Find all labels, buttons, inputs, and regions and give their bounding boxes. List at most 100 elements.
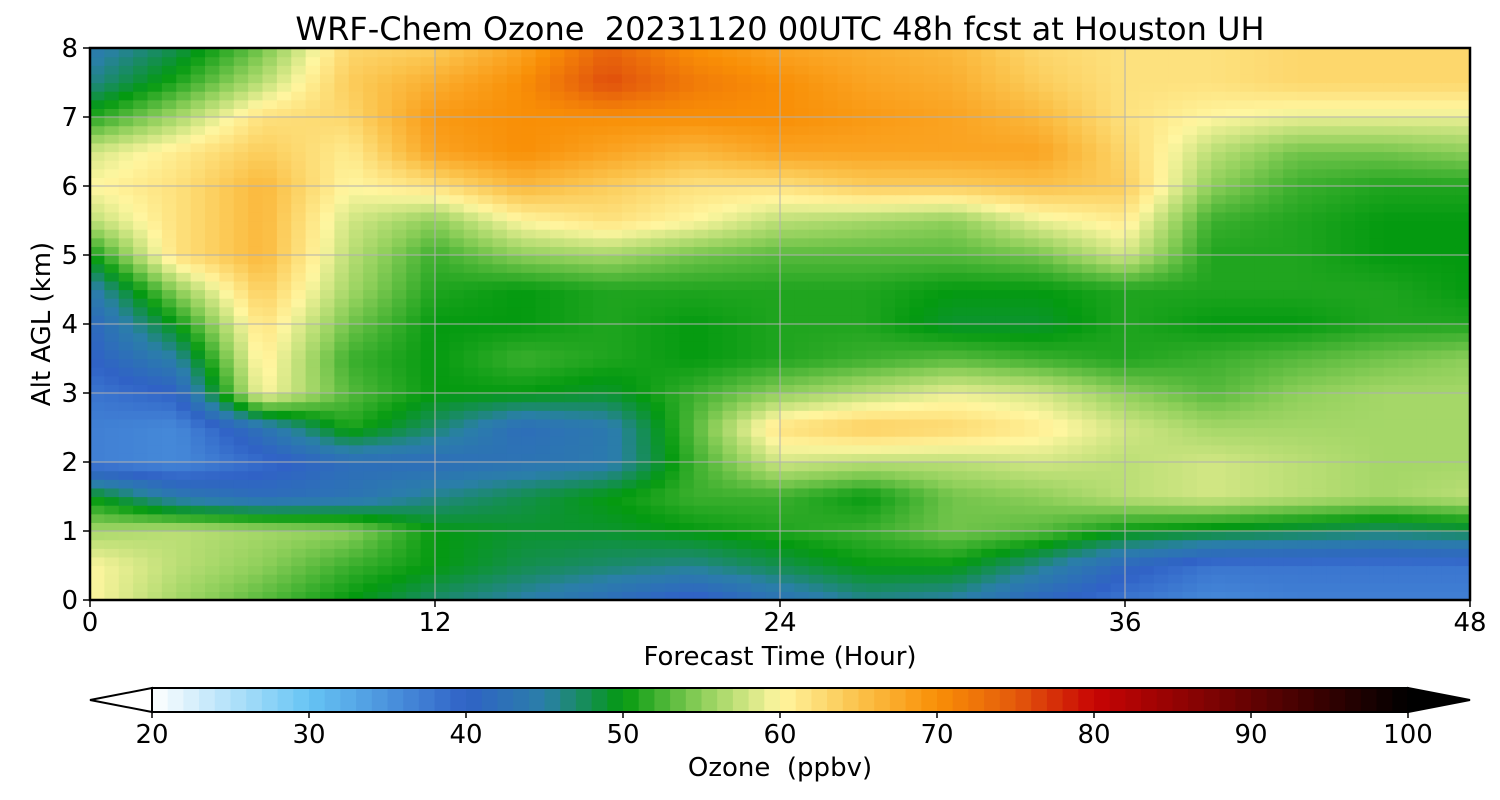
heat-cell: [708, 177, 724, 187]
heat-cell: [118, 263, 134, 273]
heat-cell: [1426, 574, 1442, 584]
heat-cell: [693, 574, 709, 584]
heat-cell: [104, 531, 120, 541]
heat-cell: [1268, 591, 1284, 601]
heat-cell: [478, 255, 494, 265]
heat-cell: [593, 556, 609, 567]
heat-cell: [334, 298, 350, 308]
heat-cell: [1038, 505, 1054, 515]
heat-cell: [521, 263, 537, 273]
heat-cell: [1182, 591, 1198, 601]
heat-cell: [880, 246, 896, 256]
heat-cell: [966, 237, 982, 247]
heat-cell: [1326, 418, 1342, 429]
heat-cell: [736, 341, 752, 351]
heat-cell: [578, 324, 594, 334]
heat-cell: [952, 246, 968, 256]
heat-cell: [952, 177, 968, 187]
heat-cell: [1125, 358, 1140, 368]
heat-cell: [506, 436, 522, 446]
heat-cell: [363, 255, 379, 265]
heat-cell: [276, 289, 292, 299]
heat-cell: [1125, 306, 1140, 316]
heat-cell: [1369, 194, 1385, 204]
heat-cell: [780, 315, 795, 325]
heat-cell: [305, 505, 321, 515]
heat-cell: [1182, 582, 1198, 592]
heat-cell: [1398, 462, 1414, 472]
heat-cell: [377, 341, 393, 351]
heat-cell: [1268, 556, 1284, 567]
heat-cell: [233, 324, 249, 334]
heat-cell: [334, 375, 350, 385]
heat-cell: [765, 513, 781, 523]
heat-cell: [1340, 220, 1356, 230]
heat-cell: [176, 539, 192, 549]
heat-cell: [1010, 324, 1025, 334]
heat-cell: [1081, 556, 1097, 567]
heat-cell: [1153, 427, 1169, 437]
heat-cell: [736, 565, 752, 575]
heat-cell: [1355, 177, 1370, 187]
heat-cell: [1110, 263, 1126, 273]
heat-cell: [205, 470, 220, 480]
heat-cell: [391, 427, 407, 437]
heat-cell: [1038, 358, 1054, 368]
heat-cell: [320, 246, 335, 256]
heat-cell: [406, 203, 422, 213]
heat-cell: [1067, 582, 1083, 592]
heat-cell: [593, 531, 609, 541]
heat-cell: [1240, 289, 1255, 299]
heat-cell: [679, 582, 695, 592]
heat-cell: [348, 168, 364, 178]
heat-cell: [665, 160, 680, 170]
heat-cell: [1340, 272, 1356, 282]
heat-cell: [205, 539, 220, 549]
heat-cell: [1268, 160, 1284, 170]
heat-cell: [219, 582, 235, 592]
heat-cell: [593, 539, 609, 549]
heat-cell: [1398, 186, 1414, 196]
heat-cell: [765, 418, 781, 429]
heat-cell: [1412, 246, 1428, 256]
heat-cell: [636, 272, 652, 282]
heat-cell: [1038, 168, 1054, 178]
heat-cell: [463, 565, 479, 575]
heat-cell: [176, 220, 192, 230]
heat-cell: [1196, 220, 1212, 230]
heat-cell: [550, 315, 565, 325]
heat-cell: [736, 556, 752, 567]
heat-cell: [334, 220, 350, 230]
heat-cell: [1225, 306, 1241, 316]
heat-cell: [1125, 384, 1140, 394]
heat-cell: [679, 522, 695, 532]
heat-cell: [161, 341, 177, 351]
heat-cell: [1081, 263, 1097, 273]
heat-cell: [650, 453, 666, 463]
heat-cell: [966, 194, 982, 204]
heat-cell: [1139, 272, 1155, 282]
heat-cell: [90, 255, 105, 265]
heat-cell: [578, 582, 594, 592]
heat-cell: [1283, 556, 1299, 567]
heat-cell: [1369, 539, 1385, 549]
heat-cell: [291, 496, 307, 506]
heat-cell: [1038, 332, 1054, 342]
heat-cell: [320, 349, 335, 360]
heat-cell: [995, 539, 1011, 549]
heat-cell: [1139, 332, 1155, 342]
heat-cell: [1383, 453, 1399, 463]
heat-cell: [1182, 246, 1198, 256]
heat-cell: [550, 324, 565, 334]
heat-cell: [1240, 203, 1255, 213]
heat-cell: [348, 341, 364, 351]
heat-cell: [291, 229, 307, 239]
heat-cell: [780, 151, 795, 161]
heat-cell: [377, 453, 393, 463]
heat-cell: [320, 393, 335, 403]
heat-cell: [391, 194, 407, 204]
heat-cell: [1326, 548, 1342, 558]
heat-cell: [1024, 556, 1040, 567]
heat-cell: [1240, 375, 1255, 385]
heat-cell: [851, 324, 867, 334]
